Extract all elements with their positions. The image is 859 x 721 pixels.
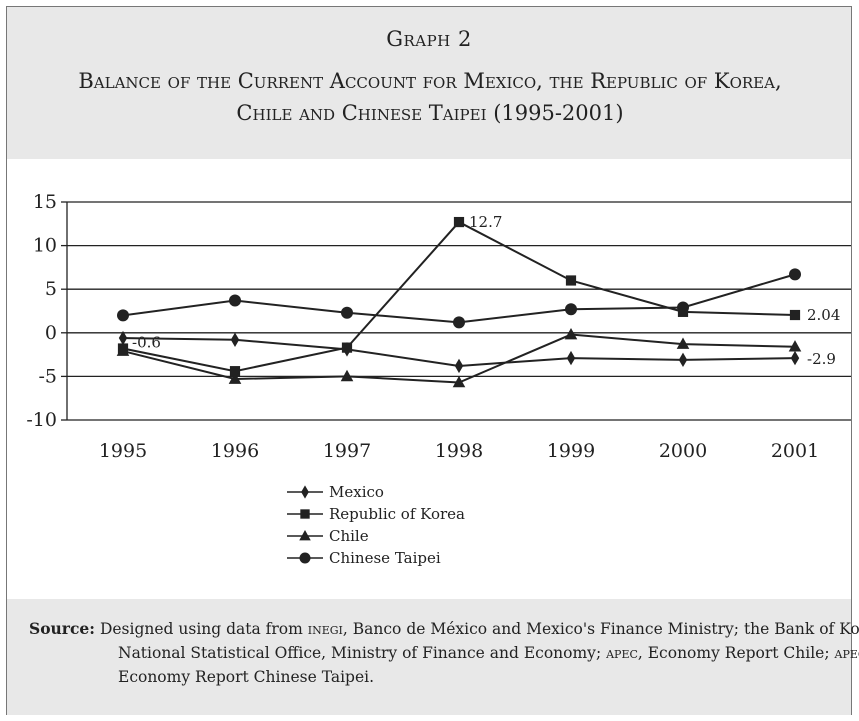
data-label: 12.7 — [469, 213, 502, 231]
data-point-chinese-taipei — [117, 309, 129, 322]
data-point-mexico — [790, 350, 800, 366]
data-point-chile — [340, 369, 354, 382]
legend-marker — [299, 529, 311, 541]
legend-label: Mexico — [329, 483, 384, 501]
source-text-3: , Economy Report Chile; — [637, 644, 835, 662]
data-point-chinese-taipei — [229, 294, 241, 307]
series-line-chile — [122, 333, 796, 384]
source-text-1: Designed using data from — [99, 620, 308, 638]
graph-header: Graph 2 Balance of the Current Account f… — [7, 7, 851, 159]
x-tick-label: 2000 — [659, 440, 707, 462]
legend-label: Republic of Korea — [329, 505, 465, 523]
data-point-mexico — [566, 350, 576, 366]
graph-number: Graph 2 — [386, 27, 472, 51]
source-apec-1: apec — [606, 644, 638, 662]
data-point-mexico — [678, 352, 688, 368]
data-point-chile — [452, 375, 466, 388]
data-point-republic-of-korea — [341, 342, 353, 353]
source-footer: Source: Designed using data from inegi, … — [7, 599, 859, 715]
data-point-chile — [564, 327, 578, 340]
source-label: Source: — [29, 619, 95, 638]
data-point-republic-of-korea — [453, 216, 465, 228]
data-point-chinese-taipei — [677, 301, 689, 314]
data-point-chile — [228, 372, 242, 384]
x-tick-label: 1996 — [211, 440, 259, 462]
y-tick-label: -5 — [38, 365, 57, 387]
data-point-chile — [788, 340, 802, 352]
graph-title-line2: Chile and Chinese Taipei (1995-2001) — [236, 101, 624, 125]
y-tick-label: 10 — [33, 235, 57, 257]
data-point-republic-of-korea — [789, 309, 801, 321]
source-apec-2: apec — [834, 644, 859, 662]
y-tick-label: 5 — [45, 278, 57, 300]
source-text-2: , Banco de México and Mexico's Finance M… — [118, 620, 859, 662]
data-point-chile — [676, 337, 690, 349]
data-label: -2.9 — [807, 350, 836, 368]
data-point-mexico — [118, 330, 128, 346]
x-tick-label: 1999 — [547, 440, 595, 462]
x-tick-label: 1998 — [435, 440, 483, 462]
data-point-chile — [116, 344, 130, 356]
x-tick-label: 2001 — [771, 440, 819, 462]
series-line-republic-of-korea — [122, 220, 796, 373]
data-point-chinese-taipei — [341, 306, 353, 319]
line-chart: 15 10 5 0 -5 -10 1995 1996 1997 1998 1999 2000 2001 1… — [26, 191, 851, 567]
data-label: -0.6 — [132, 334, 161, 352]
x-tick-label: 1995 — [99, 440, 147, 462]
y-tick-label: 0 — [45, 322, 57, 344]
graph-frame: Graph 2 Balance of the Current Account f… — [6, 6, 859, 715]
data-point-chinese-taipei — [789, 268, 801, 281]
data-label: 2.04 — [807, 306, 840, 324]
y-tick-label: -10 — [26, 409, 57, 431]
series-line-chinese-taipei — [122, 273, 796, 324]
source-note: Source: Designed using data from inegi, … — [29, 617, 859, 689]
legend-label: Chile — [329, 527, 369, 545]
data-point-mexico — [230, 332, 240, 347]
legend-marker — [301, 485, 309, 499]
data-point-chinese-taipei — [565, 303, 577, 316]
legend-label: Chinese Taipei — [329, 549, 441, 567]
data-point-chinese-taipei — [453, 316, 465, 329]
source-text-4: , Economy Report Chinese Taipei. — [118, 668, 375, 686]
x-tick-label: 1997 — [323, 440, 371, 462]
data-point-republic-of-korea — [565, 275, 577, 286]
legend-marker — [299, 552, 311, 564]
source-inegi: inegi — [307, 620, 343, 638]
data-point-republic-of-korea — [229, 366, 241, 377]
data-point-mexico — [454, 358, 464, 374]
graph-title-line1: Balance of the Current Account for Mexic… — [78, 69, 782, 93]
y-tick-label: 15 — [33, 191, 57, 213]
graph-title: Balance of the Current Account for Mexic… — [17, 65, 843, 129]
chart-area: 15 10 5 0 -5 -10 1995 1996 1997 1998 1999 2000 2001 1… — [7, 159, 853, 599]
legend-marker — [300, 509, 310, 519]
